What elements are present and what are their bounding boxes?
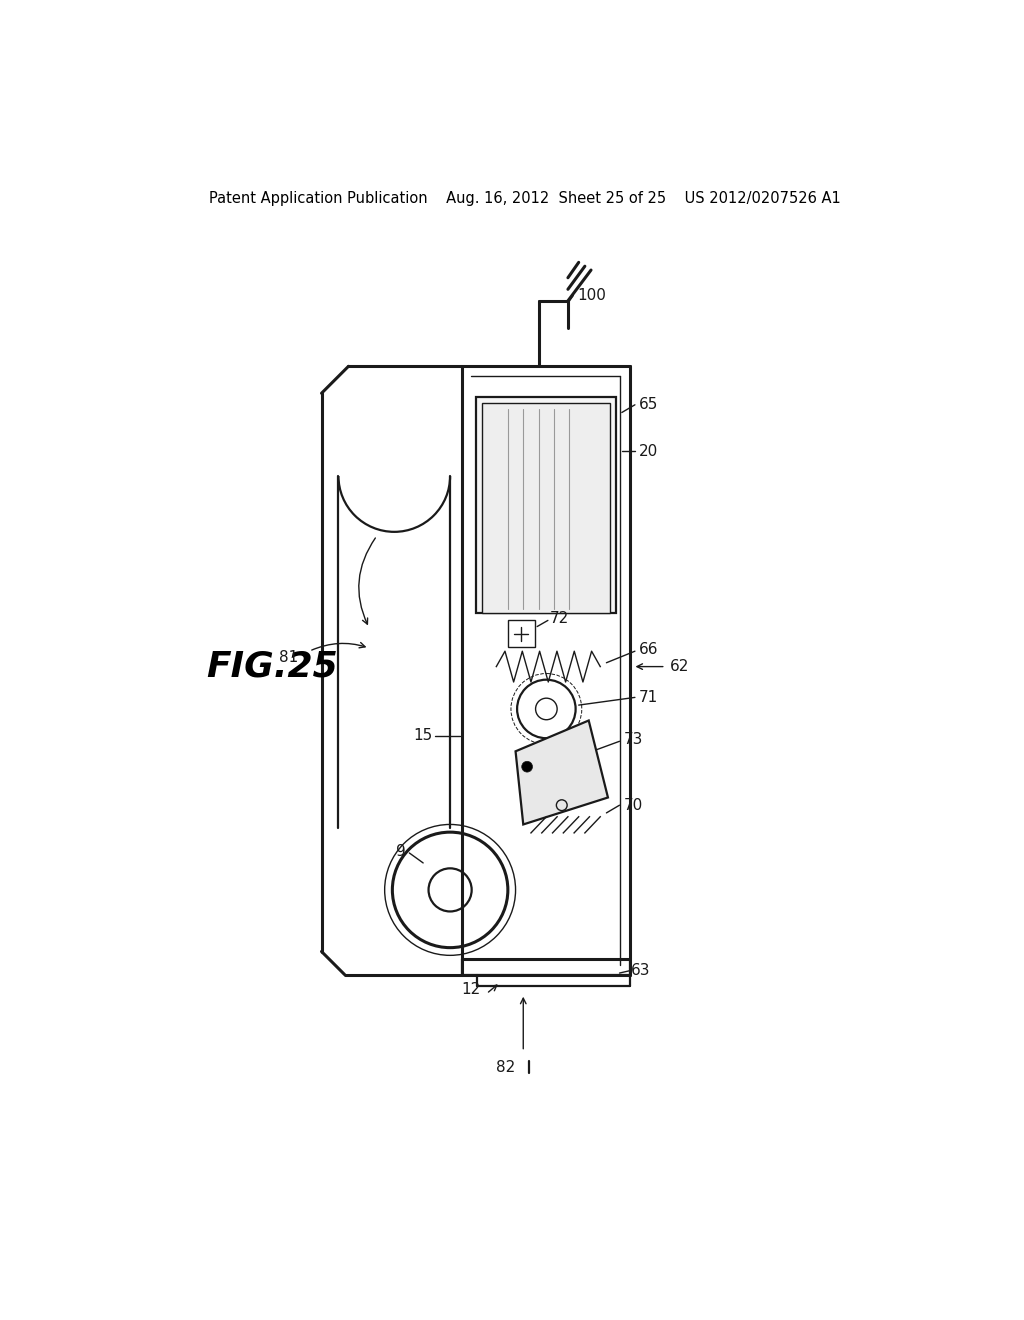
Text: 9: 9 <box>396 843 407 859</box>
Text: 62: 62 <box>670 659 689 675</box>
Polygon shape <box>515 721 608 825</box>
Text: Patent Application Publication    Aug. 16, 2012  Sheet 25 of 25    US 2012/02075: Patent Application Publication Aug. 16, … <box>209 191 841 206</box>
Bar <box>475 397 615 612</box>
Text: 66: 66 <box>639 642 658 657</box>
Text: 20: 20 <box>639 444 658 458</box>
Text: 81: 81 <box>280 649 298 665</box>
Text: 72: 72 <box>550 611 569 627</box>
Bar <box>481 404 609 612</box>
Text: 82: 82 <box>497 1060 515 1074</box>
Text: 100: 100 <box>578 288 606 304</box>
Text: 12: 12 <box>462 982 481 998</box>
Text: 63: 63 <box>631 964 650 978</box>
Text: 70: 70 <box>624 797 643 813</box>
Text: 71: 71 <box>639 690 658 705</box>
Text: 73: 73 <box>624 733 643 747</box>
Text: 65: 65 <box>639 397 658 412</box>
Text: FIG.25: FIG.25 <box>206 649 338 684</box>
Text: 15: 15 <box>413 729 432 743</box>
Bar <box>508 620 535 647</box>
Circle shape <box>521 762 532 772</box>
